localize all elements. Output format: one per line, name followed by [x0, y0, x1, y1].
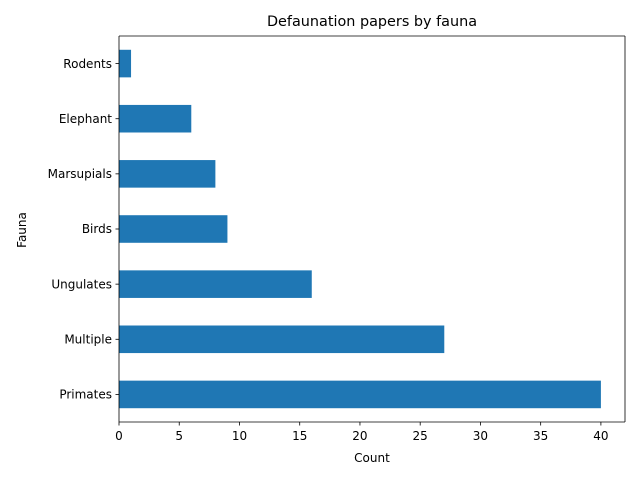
y-tick-label: Multiple [64, 332, 112, 346]
bars-group [119, 49, 601, 409]
x-tick-label: 35 [533, 429, 548, 443]
y-tick-label: Marsupials [48, 167, 112, 181]
y-tick-label: Ungulates [51, 277, 112, 291]
bar-primates [119, 380, 601, 409]
x-tick-label: 15 [292, 429, 307, 443]
bar-multiple [119, 325, 445, 354]
bar-elephant [119, 104, 192, 133]
bar-birds [119, 215, 228, 243]
y-tick-label: Birds [82, 222, 112, 236]
y-tick-label: Elephant [59, 112, 112, 126]
x-tick-label: 30 [473, 429, 488, 443]
x-tick-label: 25 [413, 429, 428, 443]
bar-rodents [119, 49, 132, 78]
bar-ungulates [119, 270, 312, 298]
y-axis-label: Fauna [15, 212, 29, 248]
x-axis: 0 5 10 15 20 25 30 35 40 [115, 422, 609, 443]
x-tick-label: 0 [115, 429, 123, 443]
x-tick-label: 10 [232, 429, 247, 443]
bar-marsupials [119, 160, 216, 188]
plot-frame [118, 35, 626, 423]
x-axis-label: Count [354, 451, 390, 465]
y-tick-label: Primates [59, 388, 112, 402]
chart-title: Defaunation papers by fauna [267, 14, 477, 30]
y-tick-label: Rodents [63, 57, 112, 71]
x-tick-label: 40 [593, 429, 608, 443]
y-axis: Primates Multiple Ungulates Birds Marsupials… [48, 57, 119, 402]
x-tick-label: 20 [352, 429, 367, 443]
x-tick-label: 5 [175, 429, 183, 443]
